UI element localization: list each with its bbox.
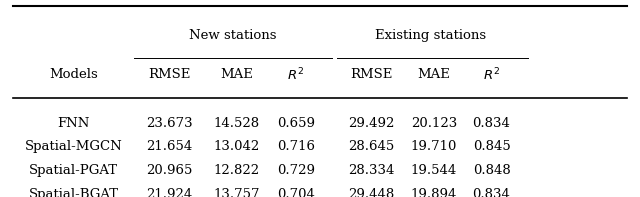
Text: MAE: MAE bbox=[220, 68, 253, 81]
Text: 0.704: 0.704 bbox=[276, 188, 315, 197]
Text: 0.845: 0.845 bbox=[473, 140, 510, 153]
Text: 19.894: 19.894 bbox=[411, 188, 457, 197]
Text: MAE: MAE bbox=[417, 68, 451, 81]
Text: 12.822: 12.822 bbox=[214, 164, 260, 177]
Text: RMSE: RMSE bbox=[350, 68, 392, 81]
Text: $R^2$: $R^2$ bbox=[287, 67, 304, 83]
Text: 0.729: 0.729 bbox=[276, 164, 315, 177]
Text: 0.659: 0.659 bbox=[276, 117, 315, 130]
Text: 28.334: 28.334 bbox=[348, 164, 394, 177]
Text: 20.965: 20.965 bbox=[147, 164, 193, 177]
Text: 21.924: 21.924 bbox=[147, 188, 193, 197]
Text: 0.834: 0.834 bbox=[472, 117, 511, 130]
Text: 14.528: 14.528 bbox=[214, 117, 260, 130]
Text: 29.492: 29.492 bbox=[348, 117, 394, 130]
Text: 19.544: 19.544 bbox=[411, 164, 457, 177]
Text: 28.645: 28.645 bbox=[348, 140, 394, 153]
Text: 20.123: 20.123 bbox=[411, 117, 457, 130]
Text: Spatial-MGCN: Spatial-MGCN bbox=[25, 140, 122, 153]
Text: $R^2$: $R^2$ bbox=[483, 67, 500, 83]
Text: RMSE: RMSE bbox=[148, 68, 191, 81]
Text: Spatial-PGAT: Spatial-PGAT bbox=[29, 164, 118, 177]
Text: 0.848: 0.848 bbox=[473, 164, 510, 177]
Text: New stations: New stations bbox=[189, 29, 276, 42]
Text: 21.654: 21.654 bbox=[147, 140, 193, 153]
Text: FNN: FNN bbox=[58, 117, 90, 130]
Text: 0.834: 0.834 bbox=[472, 188, 511, 197]
Text: Spatial-BGAT: Spatial-BGAT bbox=[29, 188, 118, 197]
Text: Existing stations: Existing stations bbox=[374, 29, 486, 42]
Text: 13.042: 13.042 bbox=[214, 140, 260, 153]
Text: 13.757: 13.757 bbox=[214, 188, 260, 197]
Text: 29.448: 29.448 bbox=[348, 188, 394, 197]
Text: 23.673: 23.673 bbox=[147, 117, 193, 130]
Text: 19.710: 19.710 bbox=[411, 140, 457, 153]
Text: 0.716: 0.716 bbox=[276, 140, 315, 153]
Text: Models: Models bbox=[49, 68, 98, 81]
